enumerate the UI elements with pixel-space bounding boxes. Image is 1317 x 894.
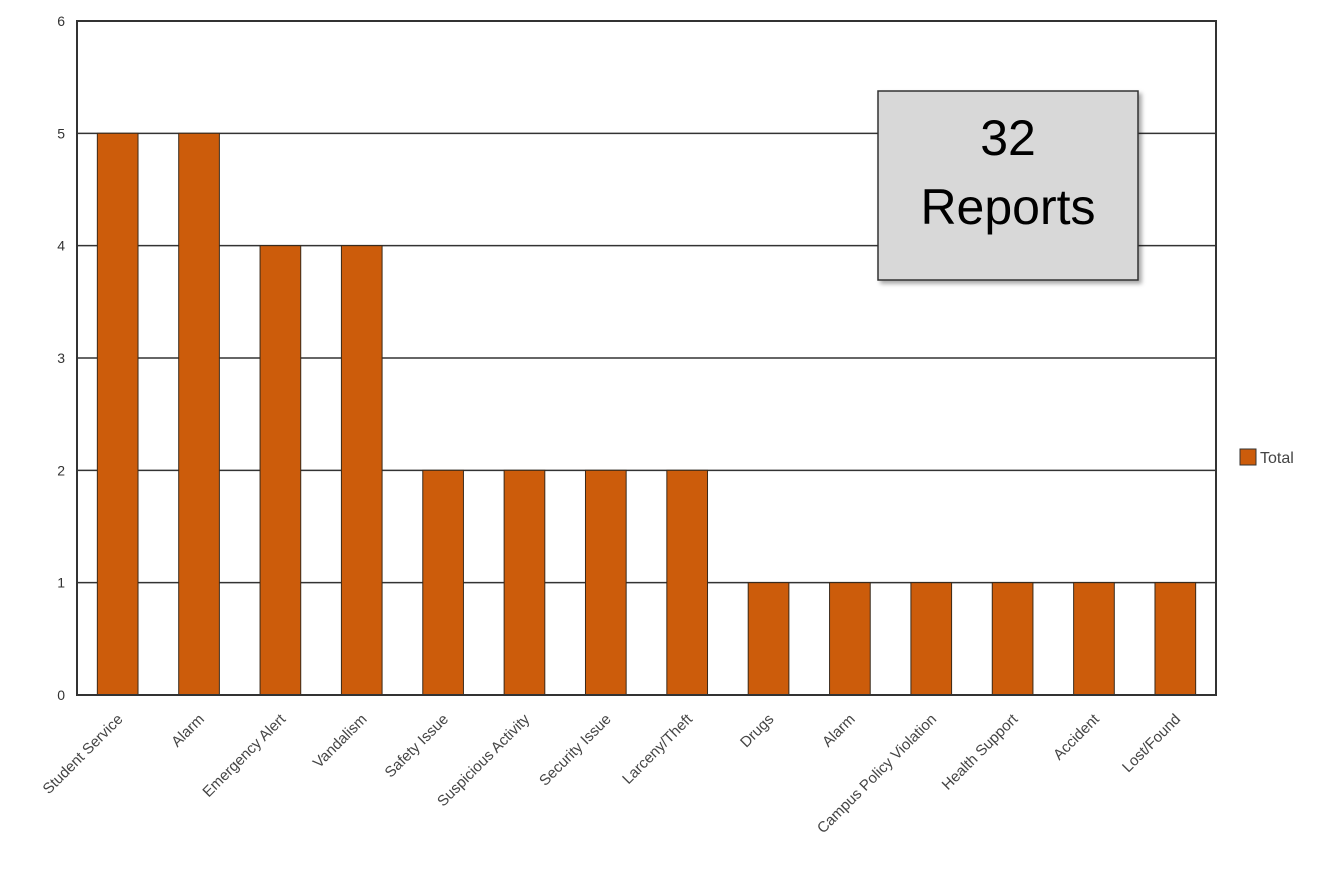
x-tick-label: Security Issue xyxy=(536,711,615,790)
x-tick-label: Alarm xyxy=(819,711,859,751)
callout-box xyxy=(877,90,1139,281)
bar xyxy=(96,132,139,696)
x-tick-label: Alarm xyxy=(168,711,208,751)
callout-count: 32 xyxy=(980,110,1036,166)
x-tick-label: Emergency Alert xyxy=(199,710,289,800)
y-tick-label: 0 xyxy=(57,687,65,703)
bar xyxy=(666,469,709,696)
y-tick-label: 2 xyxy=(57,462,65,478)
x-tick-label: Lost/Found xyxy=(1119,711,1184,776)
y-tick-label: 6 xyxy=(57,13,65,29)
x-tick-label: Safety Issue xyxy=(382,711,452,781)
bars xyxy=(96,132,1197,696)
y-tick-label: 1 xyxy=(57,575,65,591)
legend-swatch xyxy=(1239,448,1257,466)
bar xyxy=(1154,582,1197,696)
callout-label: Reports xyxy=(920,179,1095,235)
x-tick-label: Vandalism xyxy=(310,711,371,772)
bar xyxy=(178,132,220,696)
y-tick-label: 4 xyxy=(57,238,65,254)
x-tick-label: Larceny/Theft xyxy=(619,710,696,787)
bar xyxy=(991,582,1034,696)
bar xyxy=(503,469,546,696)
x-tick-label: Student Service xyxy=(40,711,127,798)
bar xyxy=(910,582,953,696)
y-axis-ticks: 0 1 2 3 4 5 6 xyxy=(57,13,65,703)
bar xyxy=(422,469,464,696)
bar xyxy=(1073,582,1115,696)
y-tick-label: 5 xyxy=(57,125,65,141)
x-tick-label: Health Support xyxy=(939,710,1022,793)
plot-frame xyxy=(76,20,1217,696)
y-tick-label: 3 xyxy=(57,350,65,366)
report-count-callout: 32 Reports xyxy=(877,90,1139,281)
x-tick-label: Accident xyxy=(1050,710,1103,763)
bar xyxy=(259,245,302,696)
legend: Total xyxy=(1239,448,1294,467)
bar xyxy=(747,582,790,696)
bar xyxy=(829,582,871,696)
x-tick-label: Drugs xyxy=(737,711,777,751)
bar xyxy=(584,469,627,696)
bar xyxy=(340,245,383,696)
legend-label: Total xyxy=(1260,450,1294,467)
